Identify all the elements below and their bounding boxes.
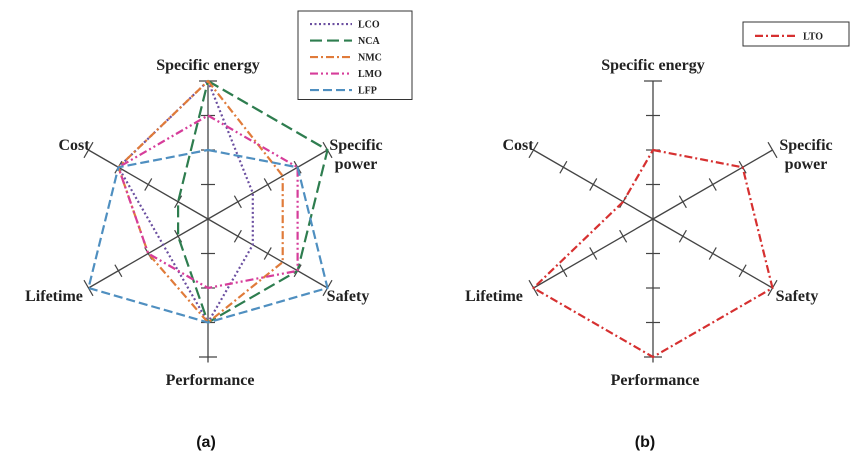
axis-tick (233, 195, 242, 209)
axis-label-specific-energy: Specific energy (601, 57, 705, 74)
axes: Specific energy Specific power Safety Perfor… (465, 57, 833, 389)
axis-tick (767, 141, 778, 159)
axis-tick (559, 264, 568, 278)
axis-label-specific-energy: Specific energy (156, 57, 260, 74)
legend: LTO (742, 21, 850, 47)
axis-tick (738, 264, 747, 278)
axis-tick (708, 178, 717, 191)
panel-label: (b) (635, 434, 655, 451)
axis-tick (708, 247, 717, 260)
legend-label-lco: LCO (358, 20, 380, 31)
axis-label-cost: Cost (502, 137, 534, 154)
axis-tick (83, 279, 94, 297)
series-lto (532, 148, 774, 359)
axis-tick (619, 229, 628, 243)
axis-tick (144, 178, 153, 191)
legend-box (297, 10, 413, 100)
axis-label-specific-power: Specific power (779, 137, 832, 173)
axis-label-lifetime: Lifetime (25, 288, 83, 305)
axis-label-performance: Performance (166, 372, 255, 389)
axis-tick (263, 247, 272, 260)
axis-tick (83, 141, 94, 159)
series-nmc (117, 79, 284, 324)
axis-tick (589, 178, 598, 191)
legend: LCO NCA NMC LMO LFP (297, 10, 413, 100)
series-lfp (87, 148, 329, 324)
axis-tick (174, 195, 183, 209)
axis-tick (528, 141, 539, 159)
axis-tick (263, 178, 272, 191)
axis-label-cost: Cost (58, 137, 90, 154)
axis-tick (559, 160, 568, 174)
axes: Specific energy Specific power Safety Perfor… (25, 57, 383, 389)
axis-tick (678, 195, 687, 209)
axis-label-lifetime: Lifetime (465, 288, 523, 305)
series-group (532, 148, 774, 359)
legend-label-nmc: NMC (358, 53, 382, 64)
axis-tick (678, 229, 687, 243)
axis-tick (589, 247, 598, 260)
axis-tick (114, 264, 123, 278)
legend-label-nca: NCA (358, 36, 380, 47)
axis-label-safety: Safety (776, 288, 819, 305)
legend-label-lfp: LFP (358, 86, 377, 97)
series-group (87, 79, 329, 324)
axis-label-specific-power: Specific power (329, 137, 382, 173)
legend-label-lto: LTO (803, 31, 823, 42)
radar-chart-a: Specific energy Specific power Safety Perfor… (25, 10, 413, 451)
legend-box (742, 21, 850, 47)
panel-label: (a) (196, 434, 216, 451)
axis-tick (233, 229, 242, 243)
axis-label-safety: Safety (327, 288, 370, 305)
series-lco (117, 79, 254, 324)
axis-label-performance: Performance (611, 372, 700, 389)
legend-label-lmo: LMO (358, 69, 382, 80)
radar-chart-b: Specific energy Specific power Safety Perfor… (465, 21, 850, 451)
